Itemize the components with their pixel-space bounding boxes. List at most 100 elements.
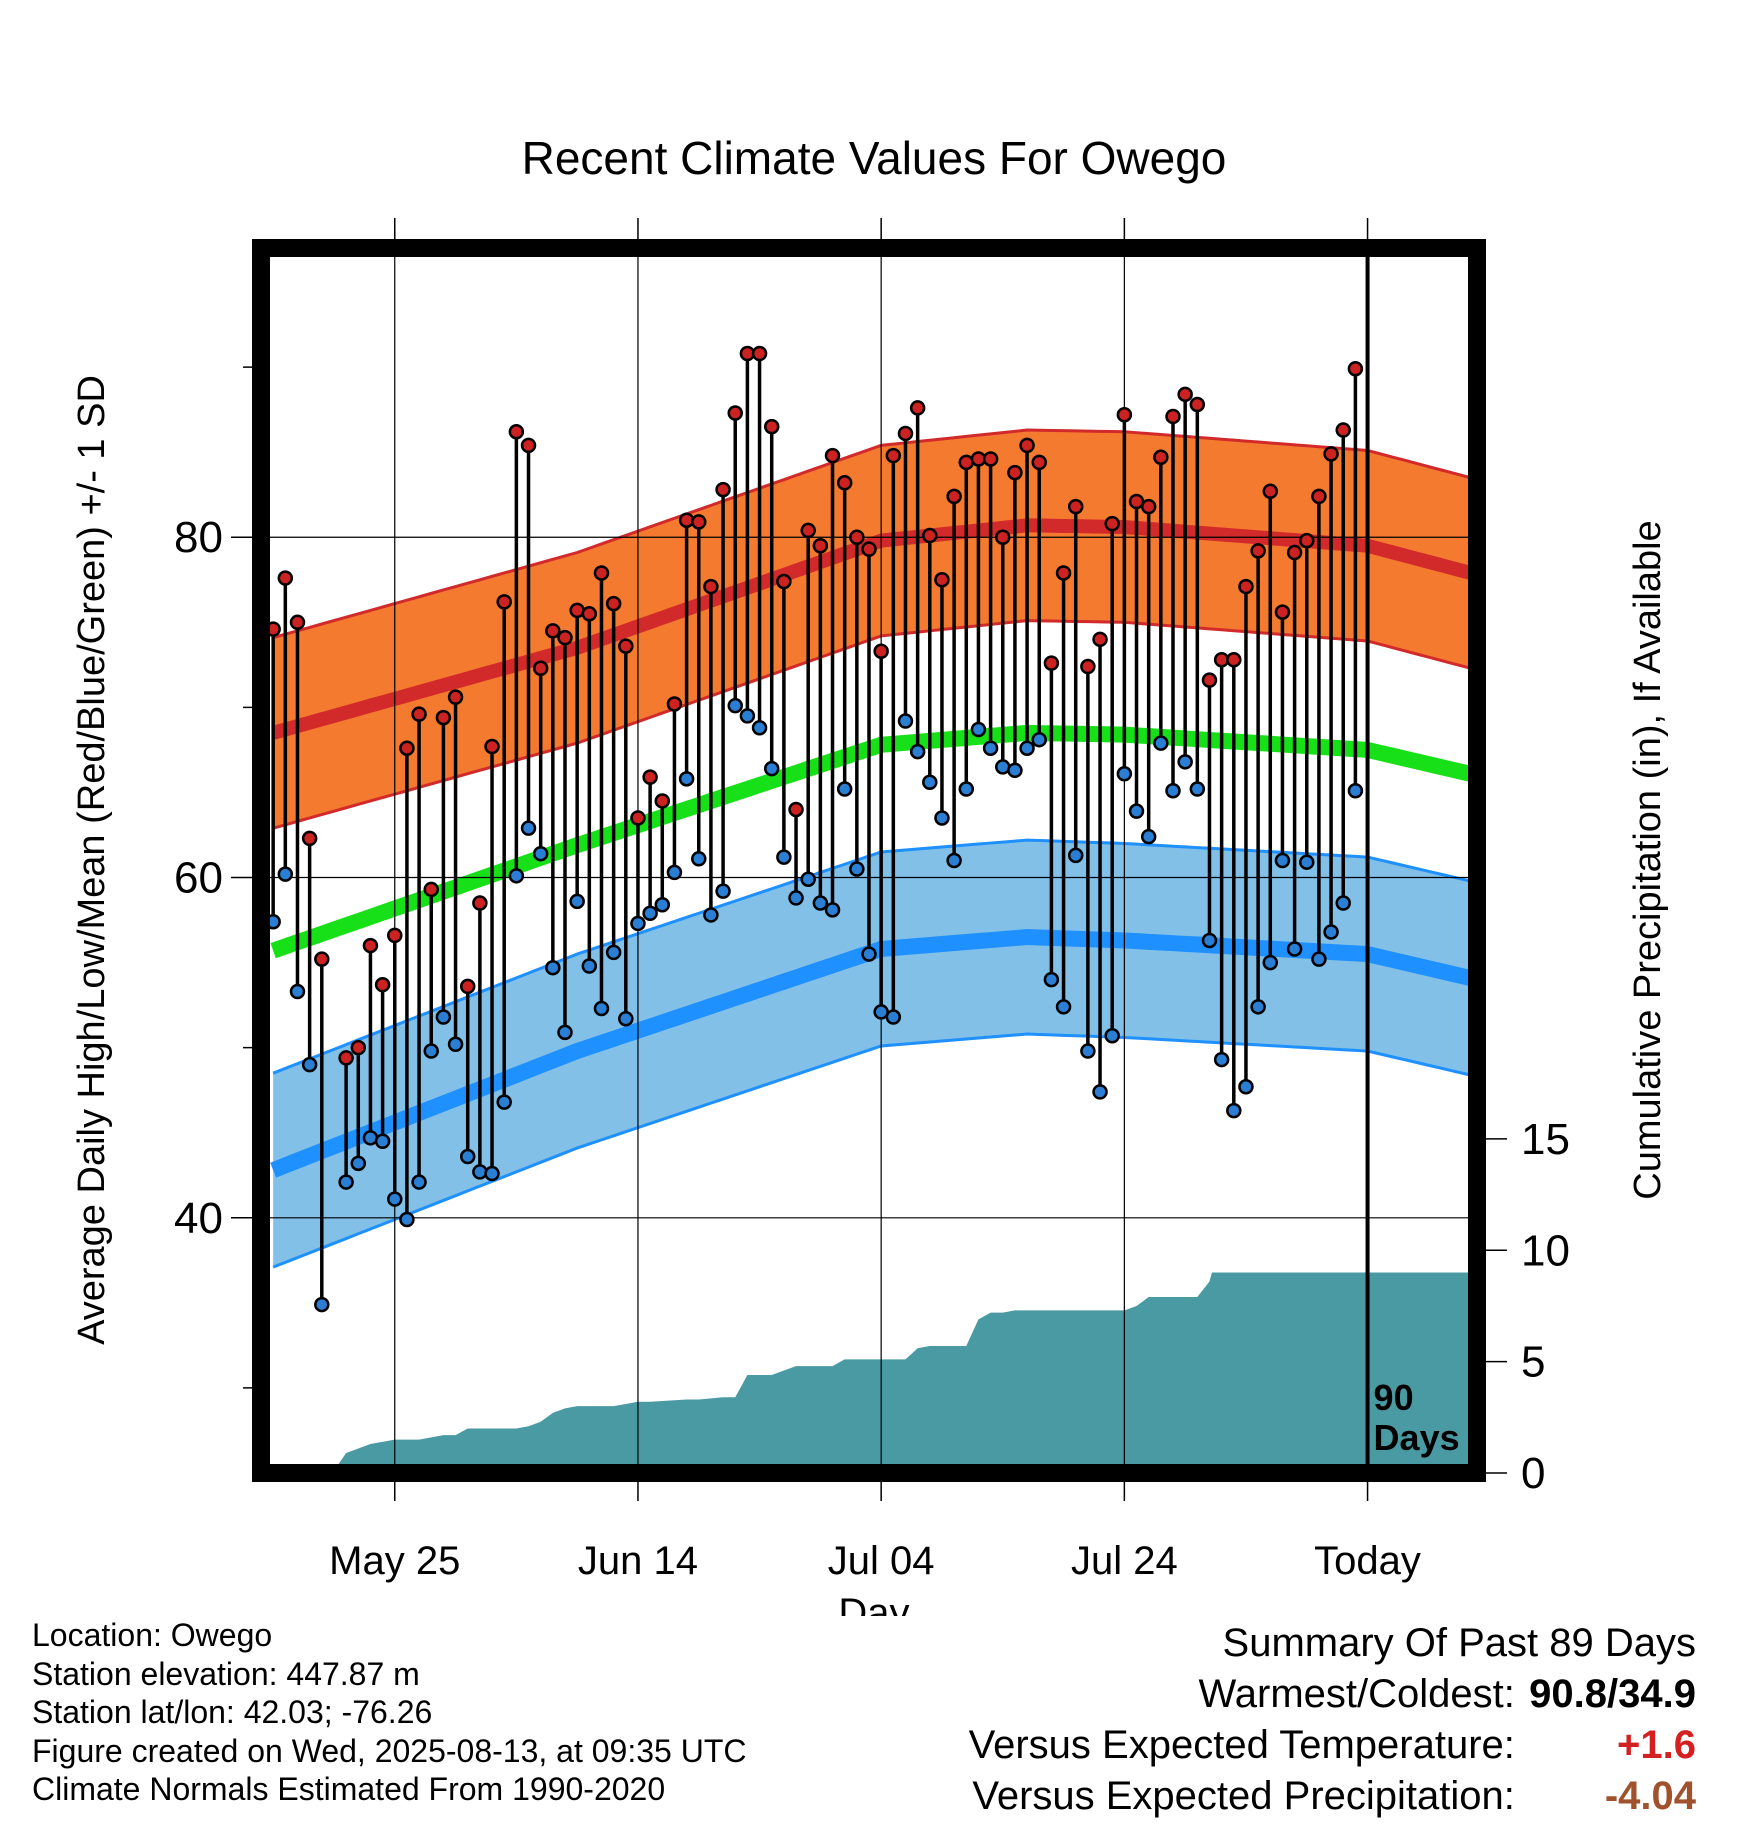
warmest-label: Warmest/Coldest: [1198, 1672, 1515, 1716]
daily-low-point [314, 1296, 330, 1313]
daily-high-point [1055, 565, 1072, 581]
daily-high-point [557, 629, 573, 646]
temp-label: Versus Expected Temperature: [968, 1723, 1515, 1767]
daily-low-point [1311, 951, 1327, 967]
daily-high-point [399, 740, 415, 756]
daily-high-point [763, 418, 780, 435]
daily-low-point [934, 810, 950, 826]
y2-axis-label: Cumulative Precipitation (in), If Availa… [1627, 520, 1669, 1199]
daily-high-point [1080, 658, 1096, 675]
daily-low-point [593, 1000, 610, 1017]
normal-high-lower-sd [272, 619, 1477, 830]
daily-low-point [1153, 735, 1169, 751]
y2-tick-label: 0 [1521, 1449, 1545, 1498]
daily-low-point [922, 774, 938, 790]
daily-low-point [423, 1043, 439, 1059]
daily-high-point [776, 573, 792, 590]
daily-high-point [715, 481, 731, 498]
daily-low-point [1189, 781, 1206, 797]
daily-high-point [946, 488, 962, 505]
daily-high-point [691, 514, 707, 530]
daily-high-point [447, 689, 464, 705]
normal-high-upper-sd [272, 428, 1477, 640]
normal-high-band [273, 430, 1477, 829]
daily-low-point [1019, 740, 1035, 756]
daily-high-point [1067, 498, 1084, 515]
daily-low-point [569, 893, 585, 910]
daily-high-point [496, 594, 512, 610]
daily-high-point [520, 437, 537, 454]
precip-area [273, 1272, 1477, 1473]
daily-high-point [1116, 406, 1133, 423]
daily-high-point [751, 345, 768, 362]
daily-low-point [739, 708, 756, 724]
daily-high-point [350, 1039, 367, 1056]
daily-high-point [824, 447, 841, 464]
daily-low-point [897, 713, 914, 729]
daily-low-point [508, 868, 525, 884]
daily-high-point [1347, 361, 1364, 377]
daily-low-point [532, 845, 549, 862]
summary-temp-row: Versus Expected Temperature: +1.6 [969, 1720, 1696, 1771]
daily-high-point [532, 660, 549, 676]
daily-high-point [508, 424, 525, 440]
daily-low-point [654, 896, 671, 913]
daily-high-point [666, 696, 683, 712]
normal-low-lower-sd [272, 1032, 1477, 1269]
daily-high-point [788, 801, 804, 818]
precip-value: -4.04 [1604, 1774, 1696, 1818]
daily-high-point [362, 937, 379, 954]
daily-high-point [301, 830, 318, 847]
daily-low-point [824, 902, 841, 918]
created-text: Figure created on Wed, 2025-08-13, at 09… [32, 1732, 747, 1769]
daily-low-point [958, 781, 975, 797]
daily-low-point [581, 958, 598, 974]
daily-high-point [374, 976, 391, 993]
daily-low-point [301, 1056, 318, 1073]
normal-mean-line [270, 724, 1477, 959]
daily-high-point [800, 522, 816, 539]
daily-low-point [1067, 847, 1084, 864]
daily-high-point [472, 895, 488, 911]
daily-high-point [885, 447, 902, 464]
daily-low-point [1092, 1084, 1108, 1100]
daily-high-point [435, 709, 452, 726]
chart-title: Recent Climate Values For Owego [522, 132, 1227, 184]
daily-low-point [1226, 1102, 1242, 1119]
daily-low-point [642, 905, 658, 921]
y-tick-label: 40 [174, 1194, 223, 1243]
daily-low-point [946, 852, 962, 869]
daily-high-point [995, 529, 1011, 545]
summary-warmest-row: Warmest/Coldest: 90.8/34.9 [969, 1669, 1697, 1720]
daily-low-point [605, 944, 622, 961]
daily-high-point [1274, 604, 1291, 620]
daily-high-point [922, 527, 938, 544]
daily-high-point [1299, 532, 1315, 549]
daily-low-point [1262, 954, 1279, 971]
daily-low-point [411, 1174, 427, 1190]
warmest-value: 90.8/34.9 [1529, 1672, 1696, 1716]
y-tick-label: 60 [174, 854, 223, 903]
daily-low-point [350, 1155, 367, 1172]
daily-low-point [447, 1036, 464, 1052]
daily-high-point [703, 578, 719, 595]
today-label: 90 [1374, 1377, 1414, 1418]
daily-high-point [630, 810, 646, 826]
x-tick-label: Jun 14 [578, 1539, 698, 1583]
daily-high-point [411, 706, 427, 722]
plot-frame [252, 239, 1486, 1482]
normals-text: Climate Normals Estimated From 1990-2020 [32, 1771, 666, 1807]
daily-low-point [435, 1009, 452, 1025]
daily-low-point [1165, 782, 1181, 799]
daily-low-point [982, 740, 999, 756]
daily-low-point [1055, 999, 1072, 1015]
daily-high-point [1286, 544, 1303, 561]
daily-high-point [484, 738, 500, 755]
daily-low-point [836, 781, 853, 797]
y-axis-label: Average Daily High/Low/Mean (Red/Blue/Gr… [71, 375, 113, 1345]
daily-high-point [909, 400, 926, 416]
daily-high-point [1189, 396, 1206, 413]
daily-low-point [1238, 1079, 1254, 1095]
daily-low-point [484, 1165, 500, 1182]
